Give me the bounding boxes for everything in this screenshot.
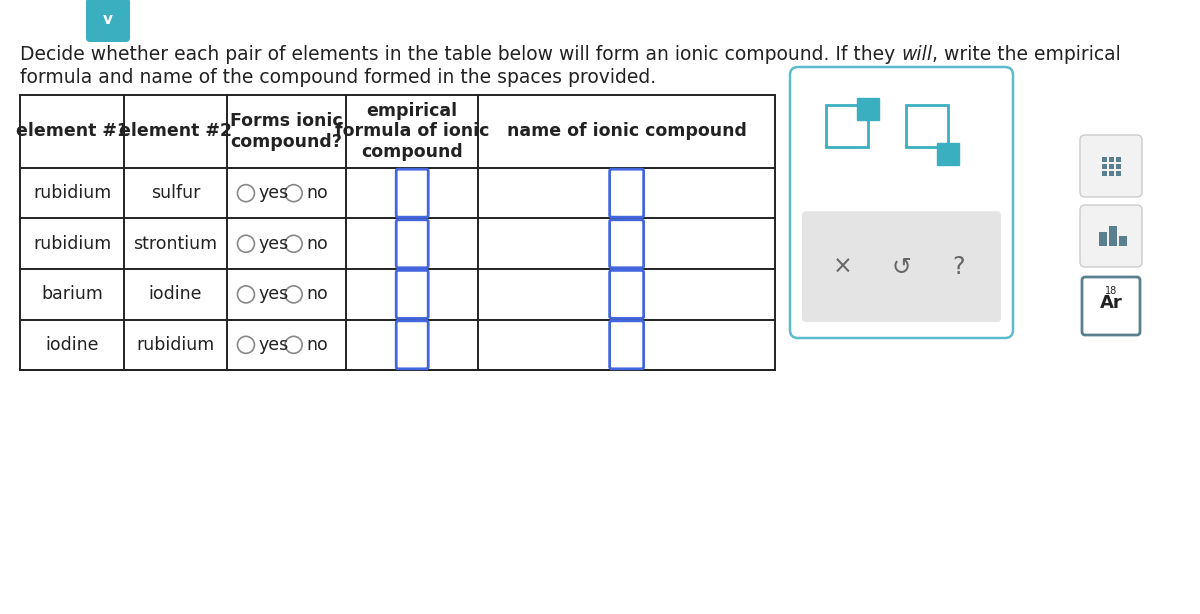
Bar xyxy=(1116,157,1121,161)
Text: iodine: iodine xyxy=(46,336,98,354)
Text: empirical
formula of ionic
compound: empirical formula of ionic compound xyxy=(335,102,490,161)
Bar xyxy=(1116,171,1121,176)
Text: Forms ionic
compound?: Forms ionic compound? xyxy=(230,112,343,151)
Text: yes: yes xyxy=(258,336,289,354)
FancyBboxPatch shape xyxy=(86,0,130,42)
Bar xyxy=(906,105,948,147)
Text: rubidium: rubidium xyxy=(32,235,112,253)
Text: element #1: element #1 xyxy=(16,122,128,141)
Text: ↺: ↺ xyxy=(892,255,911,279)
Text: will: will xyxy=(901,45,932,64)
Text: barium: barium xyxy=(41,286,103,303)
Text: v: v xyxy=(103,12,113,28)
Text: Decide whether each pair of elements in the table below will form an ionic compo: Decide whether each pair of elements in … xyxy=(20,45,901,64)
Text: name of ionic compound: name of ionic compound xyxy=(506,122,746,141)
Text: strontium: strontium xyxy=(133,235,217,253)
Text: no: no xyxy=(306,286,328,303)
Text: no: no xyxy=(306,336,328,354)
Bar xyxy=(1102,171,1106,176)
Bar xyxy=(1102,163,1106,168)
FancyBboxPatch shape xyxy=(1080,205,1142,267)
Text: rubidium: rubidium xyxy=(137,336,215,354)
Text: formula and name of the compound formed in the spaces provided.: formula and name of the compound formed … xyxy=(20,68,656,87)
Bar xyxy=(826,105,868,147)
Text: 18: 18 xyxy=(1105,286,1117,296)
Bar xyxy=(1109,163,1114,168)
FancyBboxPatch shape xyxy=(1080,135,1142,197)
Bar xyxy=(937,143,959,165)
Text: rubidium: rubidium xyxy=(32,184,112,202)
Text: element #2: element #2 xyxy=(119,122,232,141)
Bar xyxy=(1099,232,1108,246)
FancyBboxPatch shape xyxy=(802,211,1001,322)
Text: , write the empirical: , write the empirical xyxy=(932,45,1121,64)
Text: ?: ? xyxy=(953,255,965,279)
Text: yes: yes xyxy=(258,286,289,303)
Bar xyxy=(857,98,878,120)
Bar xyxy=(20,95,775,370)
Bar xyxy=(1120,236,1127,246)
FancyBboxPatch shape xyxy=(1082,277,1140,335)
Text: sulfur: sulfur xyxy=(151,184,200,202)
Text: yes: yes xyxy=(258,235,289,253)
Text: no: no xyxy=(306,184,328,202)
Text: Ar: Ar xyxy=(1099,294,1122,312)
Text: iodine: iodine xyxy=(149,286,203,303)
Bar xyxy=(1109,171,1114,176)
Text: ×: × xyxy=(833,255,853,279)
Bar xyxy=(1109,157,1114,161)
Bar xyxy=(1116,163,1121,168)
Bar xyxy=(1109,226,1117,246)
Text: yes: yes xyxy=(258,184,289,202)
FancyBboxPatch shape xyxy=(790,67,1013,338)
Text: no: no xyxy=(306,235,328,253)
Bar xyxy=(1102,157,1106,161)
